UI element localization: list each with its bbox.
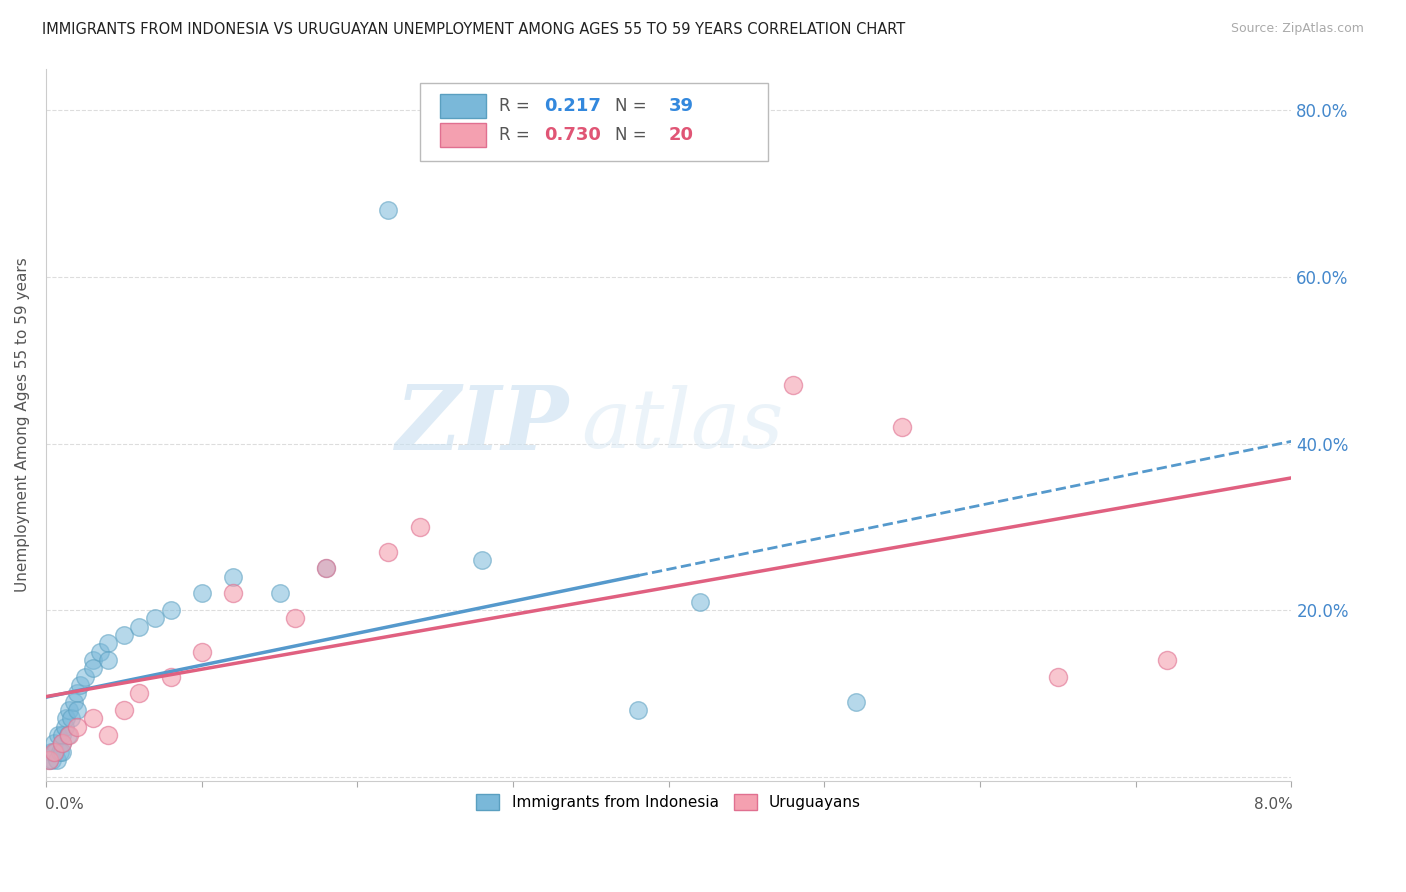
Point: [269, 586, 291, 600]
Point: [59, 711, 82, 725]
FancyBboxPatch shape: [440, 95, 485, 119]
Point: [73, 670, 96, 684]
Point: [782, 378, 804, 392]
Point: [159, 670, 181, 684]
Point: [51, 737, 73, 751]
Point: [112, 703, 135, 717]
Point: [408, 520, 430, 534]
Point: [63, 695, 86, 709]
Text: 0.0%: 0.0%: [45, 797, 83, 813]
Point: [82, 653, 104, 667]
Text: N =: N =: [616, 97, 652, 115]
Text: ZIP: ZIP: [395, 382, 569, 468]
Point: [58, 728, 80, 742]
Point: [38, 753, 60, 767]
Point: [55, 711, 77, 725]
Text: 8.0%: 8.0%: [1254, 797, 1292, 813]
Point: [89, 645, 111, 659]
Text: Source: ZipAtlas.com: Source: ZipAtlas.com: [1230, 22, 1364, 36]
Point: [41, 753, 63, 767]
Point: [82, 661, 104, 675]
Point: [56, 728, 79, 742]
Point: [42, 737, 65, 751]
Point: [284, 611, 307, 625]
Legend: Immigrants from Indonesia, Uruguayans: Immigrants from Indonesia, Uruguayans: [471, 788, 868, 816]
Point: [58, 703, 80, 717]
Point: [190, 645, 212, 659]
Point: [51, 745, 73, 759]
FancyBboxPatch shape: [440, 123, 485, 147]
Point: [1156, 653, 1178, 667]
Point: [97, 653, 120, 667]
Point: [626, 703, 648, 717]
Point: [53, 720, 76, 734]
Point: [49, 745, 72, 759]
Point: [51, 728, 73, 742]
Point: [143, 611, 166, 625]
Point: [128, 620, 150, 634]
Text: atlas: atlas: [582, 384, 785, 465]
Point: [689, 595, 711, 609]
Text: 39: 39: [669, 97, 693, 115]
Point: [891, 420, 914, 434]
Point: [45, 753, 67, 767]
Point: [377, 203, 399, 218]
Point: [128, 686, 150, 700]
Point: [97, 728, 120, 742]
Point: [42, 745, 65, 759]
Text: 20: 20: [669, 126, 693, 144]
Point: [377, 545, 399, 559]
Text: R =: R =: [499, 97, 536, 115]
Point: [39, 745, 62, 759]
Point: [51, 737, 73, 751]
FancyBboxPatch shape: [419, 83, 768, 161]
Text: 0.217: 0.217: [544, 97, 600, 115]
Point: [1046, 670, 1069, 684]
Y-axis label: Unemployment Among Ages 55 to 59 years: Unemployment Among Ages 55 to 59 years: [15, 258, 30, 592]
Point: [66, 703, 89, 717]
Point: [82, 711, 104, 725]
Text: 0.730: 0.730: [544, 126, 600, 144]
Point: [315, 561, 337, 575]
Text: N =: N =: [616, 126, 652, 144]
Point: [471, 553, 494, 567]
Point: [844, 695, 866, 709]
Point: [222, 586, 245, 600]
Point: [112, 628, 135, 642]
Point: [97, 636, 120, 650]
Point: [66, 720, 89, 734]
Point: [38, 753, 60, 767]
Point: [44, 745, 66, 759]
Point: [66, 686, 89, 700]
Point: [190, 586, 212, 600]
Text: R =: R =: [499, 126, 536, 144]
Point: [159, 603, 181, 617]
Point: [222, 570, 245, 584]
Point: [315, 561, 337, 575]
Text: IMMIGRANTS FROM INDONESIA VS URUGUAYAN UNEMPLOYMENT AMONG AGES 55 TO 59 YEARS CO: IMMIGRANTS FROM INDONESIA VS URUGUAYAN U…: [42, 22, 905, 37]
Point: [48, 728, 70, 742]
Point: [69, 678, 91, 692]
